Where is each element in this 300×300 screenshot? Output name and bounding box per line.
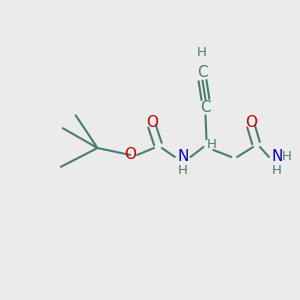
Text: H: H <box>272 164 282 177</box>
Text: H: H <box>196 46 206 59</box>
Text: O: O <box>124 148 136 163</box>
Text: C: C <box>197 65 208 80</box>
Text: H: H <box>206 138 216 151</box>
Text: C: C <box>200 100 211 115</box>
Text: H: H <box>282 150 292 164</box>
Text: N: N <box>177 149 188 164</box>
Text: N: N <box>271 149 283 164</box>
Text: H: H <box>178 164 188 177</box>
Text: O: O <box>146 115 158 130</box>
Text: O: O <box>245 115 257 130</box>
